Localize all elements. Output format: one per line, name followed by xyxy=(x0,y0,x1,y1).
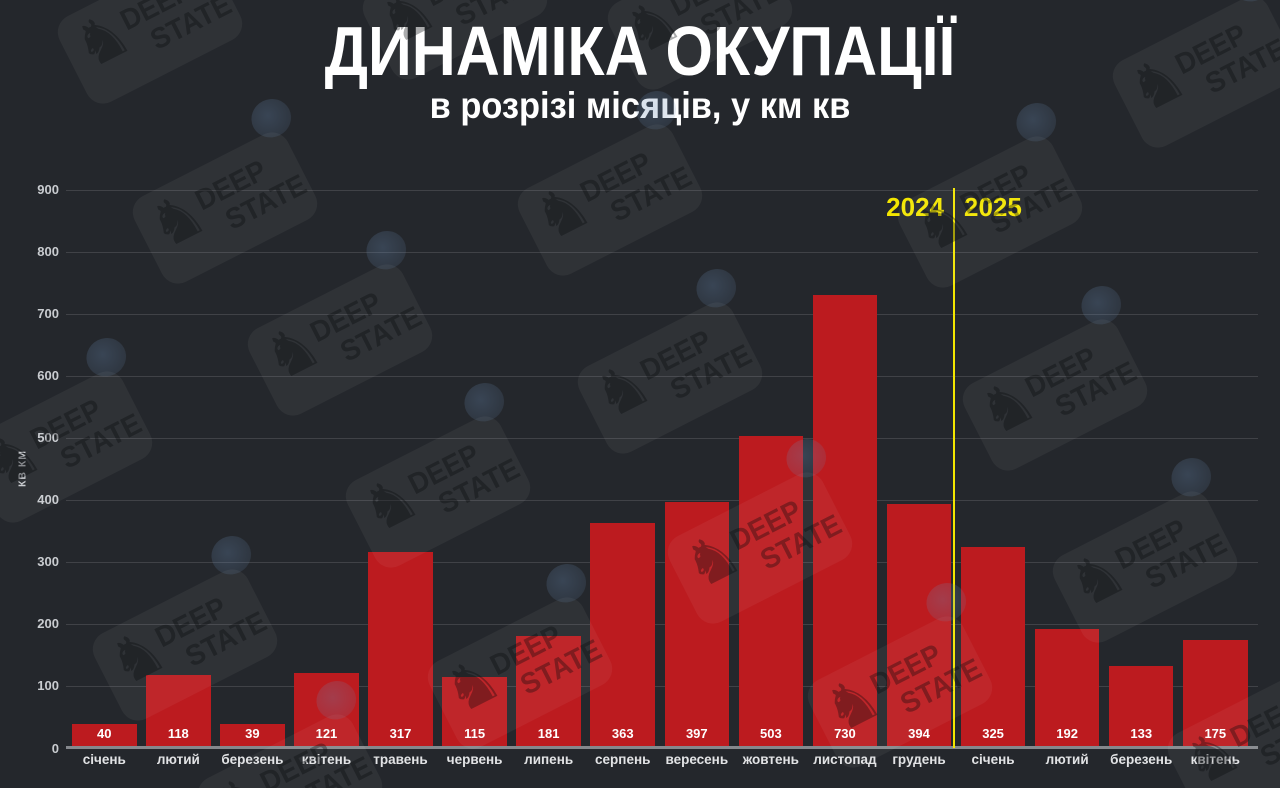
chart-header: ДИНАМІКА ОКУПАЦІЇ в розрізі місяців, у к… xyxy=(0,0,1280,124)
bar xyxy=(368,551,433,749)
bar-value-label: 39 xyxy=(245,726,260,741)
bar xyxy=(220,724,285,749)
bar xyxy=(1034,629,1100,749)
bar-value-label: 181 xyxy=(537,726,560,741)
bar-value-label: 40 xyxy=(97,726,112,741)
year-label-2025: 2025 xyxy=(964,192,1022,222)
bar-value-label: 325 xyxy=(982,726,1004,741)
bar xyxy=(738,436,804,749)
gridline xyxy=(66,375,1258,377)
y-tick-label: 200 xyxy=(37,616,59,632)
bar-value-label: 192 xyxy=(1056,726,1078,741)
x-tick-label: січень xyxy=(971,752,1015,767)
bar-value-label: 317 xyxy=(389,726,412,741)
gridline xyxy=(66,562,1258,564)
x-tick-label: серпень xyxy=(595,752,651,767)
bar xyxy=(516,636,581,749)
bar xyxy=(72,723,137,749)
chart-title: ДИНАМІКА ОКУПАЦІЇ xyxy=(324,12,956,90)
bar-value-label: 394 xyxy=(908,726,930,741)
gridline xyxy=(66,438,1258,439)
bar xyxy=(960,546,1026,749)
year-label-2024: 2024 xyxy=(886,192,944,222)
x-tick-label: квітень xyxy=(301,752,352,767)
bar-value-label: 503 xyxy=(760,726,782,741)
bar-value-label: 397 xyxy=(685,726,708,741)
gridline xyxy=(66,189,1258,191)
bar-value-label: 730 xyxy=(834,726,856,741)
bar-value-label: 363 xyxy=(611,726,634,741)
chart-subtitle: в розрізі місяців, у км кв xyxy=(429,85,851,126)
y-tick-label: 600 xyxy=(37,367,59,383)
y-tick-label: 0 xyxy=(51,740,59,756)
bar xyxy=(146,675,211,749)
gridline xyxy=(66,624,1258,626)
gridline xyxy=(66,251,1258,253)
bar-value-label: 133 xyxy=(1130,726,1153,741)
bar xyxy=(1183,639,1248,749)
gridline xyxy=(66,313,1258,315)
bar-value-label: 121 xyxy=(315,726,338,741)
bar xyxy=(442,677,507,749)
y-tick-label: 300 xyxy=(37,554,59,570)
bar-value-label: 118 xyxy=(167,726,189,741)
bar xyxy=(812,295,878,749)
y-tick-label: 500 xyxy=(37,430,59,445)
x-tick-label: червень xyxy=(446,752,503,767)
x-axis-line xyxy=(66,746,1258,749)
x-tick-label: грудень xyxy=(892,752,946,767)
bar xyxy=(590,523,655,749)
bar xyxy=(1108,665,1174,749)
bar xyxy=(664,501,730,749)
bar xyxy=(886,503,952,749)
y-tick-label: 700 xyxy=(37,305,59,321)
x-tick-label: вересень xyxy=(665,752,729,767)
x-tick-label: лютий xyxy=(156,752,200,767)
x-tick-label: березень xyxy=(1110,752,1173,767)
x-tick-label: липень xyxy=(524,752,574,767)
y-tick-label: 400 xyxy=(37,492,59,508)
y-axis-title: КВ КМ xyxy=(16,449,29,488)
bar-value-label: 115 xyxy=(464,726,486,741)
x-tick-label: травень xyxy=(373,752,428,767)
y-tick-label: 100 xyxy=(37,678,59,694)
gridline xyxy=(66,500,1258,502)
gridline xyxy=(66,686,1258,688)
x-tick-label: березень xyxy=(221,752,284,767)
x-tick-label: лютий xyxy=(1045,752,1089,767)
year-separator-line xyxy=(953,188,955,748)
y-tick-label: 900 xyxy=(37,181,59,197)
bar-value-label: 175 xyxy=(1204,726,1227,741)
x-tick-label: січень xyxy=(82,752,126,767)
x-tick-label: квітень xyxy=(1190,752,1240,767)
y-tick-label: 800 xyxy=(37,243,59,259)
x-tick-label: листопад xyxy=(813,752,877,767)
bar xyxy=(294,673,359,749)
x-tick-label: жовтень xyxy=(742,752,799,767)
